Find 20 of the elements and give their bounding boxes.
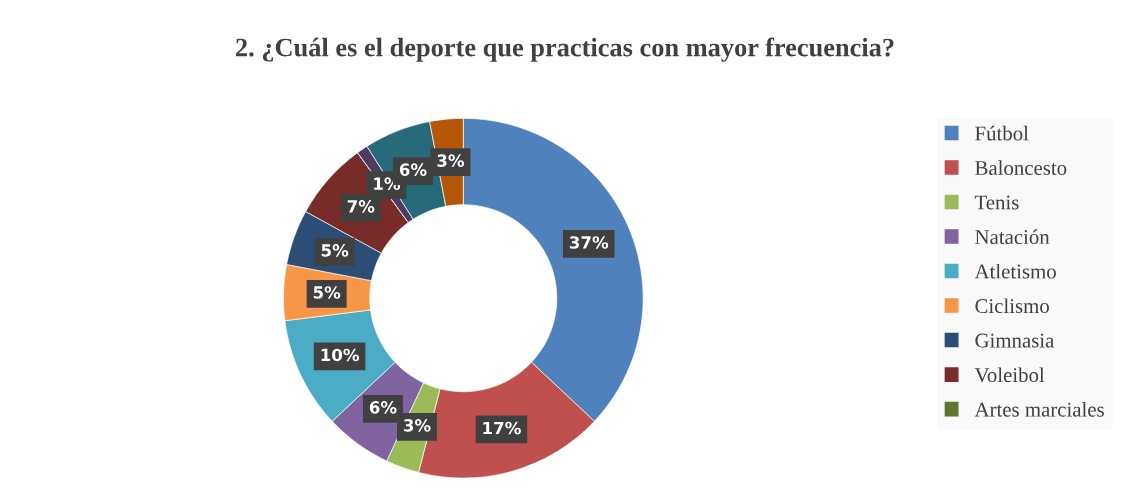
legend-label: Fútbol — [975, 125, 1029, 141]
legend-label: Natación — [975, 229, 1050, 245]
legend-label: Ciclismo — [975, 298, 1049, 314]
data-label: 10% — [321, 348, 360, 362]
data-label: 6% — [399, 163, 427, 176]
data-label: 17% — [483, 421, 521, 435]
legend-label: Atletismo — [974, 263, 1056, 279]
legend-label: Voleibol — [974, 367, 1045, 383]
legend-label: Tenis — [974, 195, 1019, 210]
chart-title: 2. ¿Cuál es el deporte que practicas con mayor frecuencia? — [236, 37, 894, 62]
data-label: 3% — [403, 419, 431, 432]
data-label: 6% — [369, 401, 397, 414]
data-label: 7% — [347, 200, 375, 213]
data-label: 3% — [437, 154, 465, 167]
data-label: 5% — [313, 286, 341, 299]
data-label: 37% — [569, 236, 609, 249]
legend-label: Gimnasia — [975, 333, 1055, 348]
legend-label: Artes marciales — [974, 401, 1104, 417]
legend-label: Baloncesto — [975, 160, 1067, 176]
data-label: 5% — [321, 244, 349, 257]
